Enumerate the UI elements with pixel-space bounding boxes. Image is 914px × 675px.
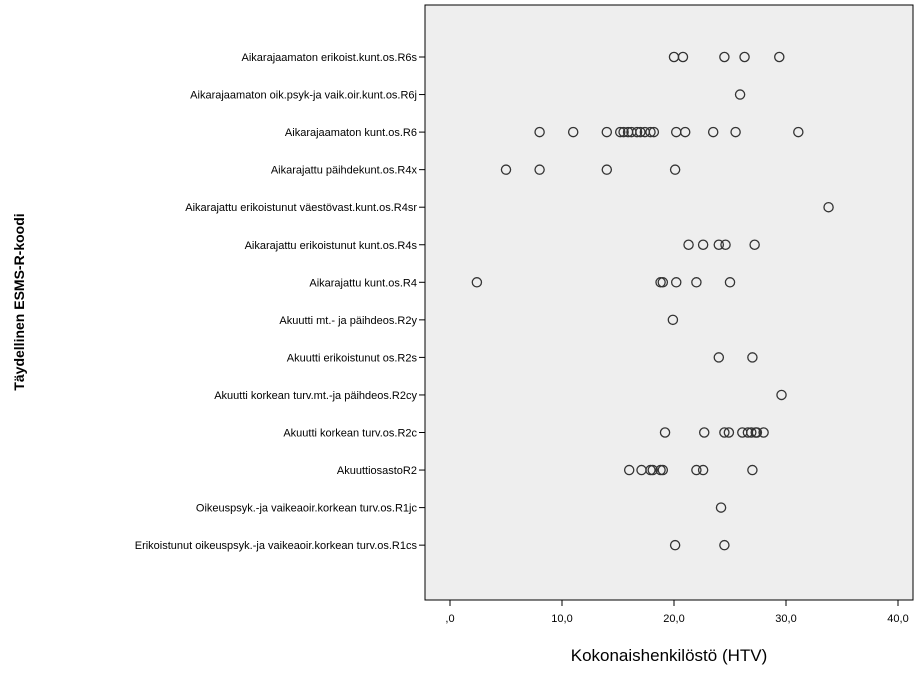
y-category-label: Akuutti korkean turv.mt.-ja päihdeos.R2c… [214,390,417,402]
y-axis-category-labels: Aikarajaamaton erikoist.kunt.os.R6s Aikar… [135,52,418,552]
x-tick-label: 40,0 [887,613,908,625]
y-category-label: Aikarajattu kunt.os.R4 [309,277,417,289]
y-category-label: Akuutti korkean turv.os.R2c [283,428,417,440]
data-point [614,126,626,138]
data-point [601,126,613,138]
y-category-label: Aikarajattu erikoistunut kunt.os.R4s [245,240,418,252]
data-point [669,539,681,551]
x-tick-label: 20,0 [663,613,684,625]
y-axis-title: Täydellinen ESMS-R-koodi [11,213,27,390]
data-point [724,277,736,288]
data-point [719,427,730,438]
data-point [645,126,656,138]
data-point [719,539,730,551]
data-point [534,126,545,138]
y-category-label: Akuutti mt.- ja päihdeos.R2y [279,315,417,327]
data-point [730,126,741,138]
y-category-label: Aikarajattu päihdekunt.os.R4x [271,165,418,177]
data-point [648,126,660,138]
data-point [667,314,679,326]
data-point [747,464,758,476]
data-point [713,239,725,250]
x-axis-ticks [449,600,899,606]
data-point [657,464,669,476]
data-point [683,239,694,250]
y-category-label: Oikeuspsyk.-ja vaikeaoir.korkean turv.os… [196,503,418,515]
x-tick-label: ,0 [445,613,454,625]
data-point [720,239,731,250]
data-point [659,427,671,438]
data-point [746,427,757,438]
y-category-label: AkuuttiosastoR2 [337,465,417,477]
x-axis-tick-labels: ,0 10,0 20,0 30,0 40,0 [445,613,908,625]
data-point [698,427,710,438]
data-point [567,126,579,138]
plot-area [424,4,914,601]
y-axis-ticks [419,56,425,546]
x-tick-label: 10,0 [551,613,572,625]
data-point [623,464,635,476]
data-point [747,352,758,363]
y-category-label: Aikarajaamaton oik.psyk-ja vaik.oir.kunt… [190,90,417,102]
data-point [776,389,787,401]
y-category-label: Erikoistunut oikeuspsyk.-ja vaikeaoir.ko… [135,540,418,552]
data-point [739,51,750,63]
y-category-label: Akuutti erikoistunut os.R2s [287,352,418,364]
y-category-label: Aikarajaamaton erikoist.kunt.os.R6s [242,52,418,64]
data-point [631,126,643,138]
data-point [774,51,785,63]
data-point [758,427,769,438]
data-point [719,51,730,63]
data-point [670,277,682,288]
data-point [601,164,613,175]
data-point [707,126,719,138]
data-point [823,201,834,213]
data-point [691,464,702,476]
data-point [635,126,646,138]
data-point [471,277,483,288]
data-point [618,126,629,138]
data-point [679,126,691,138]
data-point [691,277,702,288]
data-point [715,502,727,513]
data-point [647,464,658,476]
y-category-label: Aikarajattu erikoistunut väestövast.kunt… [185,202,417,214]
data-point [713,352,725,363]
data-point [697,464,709,476]
data-point [500,164,512,175]
data-point [697,239,709,250]
data-point [723,427,735,438]
data-point [734,89,746,100]
data-point [749,239,760,250]
data-point [751,427,763,438]
x-tick-label: 30,0 [775,613,796,625]
y-category-label: Aikarajaamaton kunt.os.R6 [285,127,417,139]
data-point [669,164,681,175]
data-point [534,164,545,175]
data-point [793,126,804,138]
x-axis-title: Kokonaishenkilöstö (HTV) [571,646,768,665]
data-points [471,51,834,551]
data-point [657,277,669,288]
data-point [677,51,689,63]
